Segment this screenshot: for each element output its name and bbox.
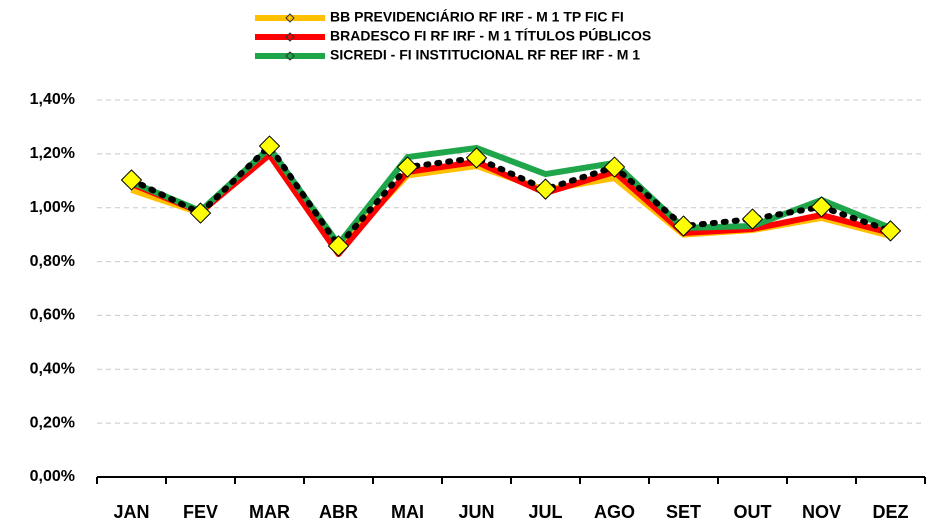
x-tick-label: DEZ	[873, 502, 909, 522]
legend-label: BRADESCO FI RF IRF - M 1 TÍTULOS PÚBLICO…	[330, 27, 651, 44]
point-marker	[258, 135, 281, 157]
point-marker	[534, 178, 557, 200]
legend-marker	[285, 32, 295, 42]
point-marker	[879, 220, 902, 242]
series-line	[130, 151, 892, 258]
legend-marker	[285, 51, 295, 61]
point-marker	[396, 156, 419, 178]
series-line	[128, 143, 894, 249]
legend-label: SICREDI - FI INSTITUCIONAL RF REF IRF - …	[330, 47, 640, 63]
x-tick-label: NOV	[802, 502, 841, 522]
x-tick-label: MAI	[391, 502, 424, 522]
series-line	[130, 144, 892, 248]
legend-label: BB PREVIDENCIÁRIO RF IRF - M 1 TP FIC FI	[330, 9, 624, 25]
y-tick-label: 1,00%	[30, 199, 75, 216]
y-tick-label: 0,60%	[30, 307, 75, 324]
point-marker	[327, 235, 350, 257]
x-tick-label: MAR	[249, 502, 290, 522]
point-marker	[810, 196, 833, 218]
series-line	[130, 147, 892, 252]
point-marker	[603, 156, 626, 178]
point-marker	[465, 147, 488, 169]
x-tick-label: JUL	[528, 502, 562, 522]
point-marker	[672, 215, 695, 237]
x-tick-label: FEV	[183, 502, 218, 522]
y-tick-label: 0,20%	[30, 414, 75, 431]
legend-marker	[285, 13, 295, 23]
x-tick-label: JUN	[458, 502, 494, 522]
x-tick-label: AGO	[594, 502, 635, 522]
x-tick-label: OUT	[734, 502, 772, 522]
x-tick-label: JAN	[113, 502, 149, 522]
y-tick-label: 1,20%	[30, 145, 75, 162]
x-tick-label: ABR	[319, 502, 358, 522]
y-tick-label: 1,40%	[30, 91, 75, 108]
y-tick-label: 0,40%	[30, 361, 75, 378]
point-marker	[120, 169, 143, 191]
x-tick-label: SET	[666, 502, 701, 522]
point-marker	[741, 208, 764, 230]
y-tick-label: 0,00%	[30, 468, 75, 485]
y-tick-label: 0,80%	[30, 253, 75, 270]
point-marker	[189, 202, 212, 224]
